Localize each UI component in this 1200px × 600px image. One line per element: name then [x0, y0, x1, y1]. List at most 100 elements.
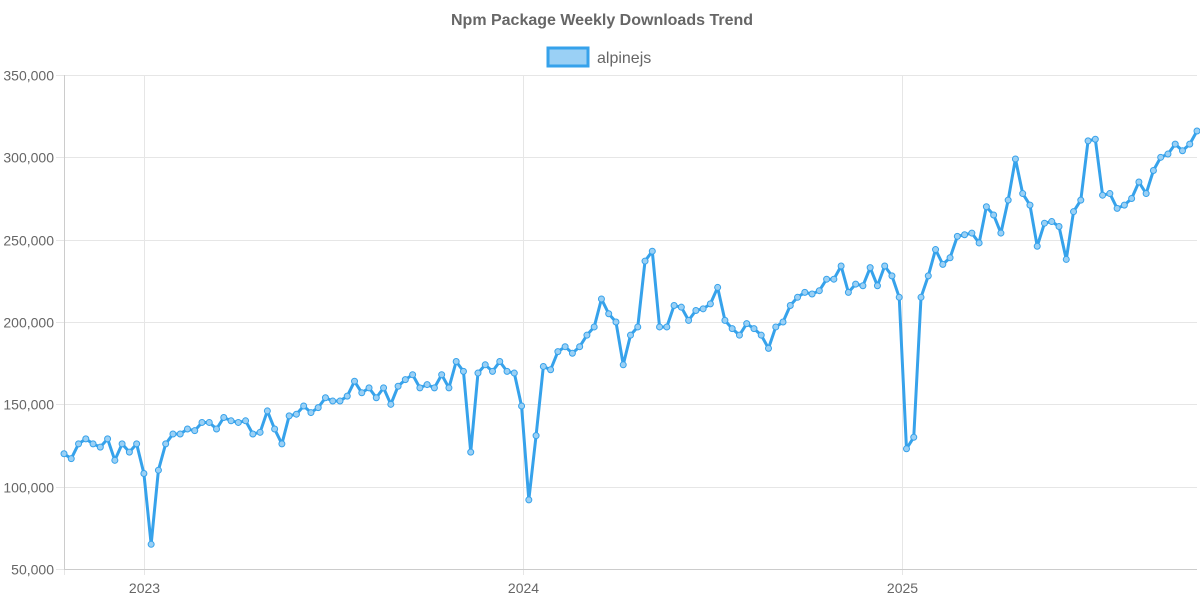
data-point[interactable] [605, 310, 613, 318]
data-point[interactable] [118, 440, 126, 448]
data-point[interactable] [1070, 208, 1078, 216]
data-point[interactable] [1004, 196, 1012, 204]
data-point[interactable] [249, 430, 257, 438]
data-point[interactable] [728, 325, 736, 333]
data-point[interactable] [910, 433, 918, 441]
data-point[interactable] [895, 293, 903, 301]
data-point[interactable] [60, 450, 68, 458]
data-point[interactable] [111, 456, 119, 464]
data-point[interactable] [518, 402, 526, 410]
data-point[interactable] [801, 288, 809, 296]
data-point[interactable] [1062, 255, 1070, 263]
data-point[interactable] [1113, 204, 1121, 212]
data-point[interactable] [205, 418, 213, 426]
data-point[interactable] [699, 305, 707, 313]
data-point[interactable] [953, 232, 961, 240]
data-point[interactable] [873, 282, 881, 290]
data-point[interactable] [830, 275, 838, 283]
data-point[interactable] [358, 389, 366, 397]
data-point[interactable] [794, 293, 802, 301]
data-point[interactable] [263, 407, 271, 415]
data-point[interactable] [764, 344, 772, 352]
data-point[interactable] [1186, 140, 1194, 148]
data-point[interactable] [815, 287, 823, 295]
data-point[interactable] [307, 409, 315, 417]
data-point[interactable] [532, 432, 540, 440]
data-point[interactable] [1084, 137, 1092, 145]
data-point[interactable] [641, 257, 649, 265]
data-point[interactable] [162, 440, 170, 448]
data-point[interactable] [750, 325, 758, 333]
data-point[interactable] [866, 264, 874, 272]
data-point[interactable] [104, 435, 112, 443]
data-point[interactable] [612, 318, 620, 326]
data-point[interactable] [968, 229, 976, 237]
data-point[interactable] [656, 323, 664, 331]
data-point[interactable] [1193, 127, 1200, 135]
data-point[interactable] [714, 283, 722, 291]
data-point[interactable] [438, 371, 446, 379]
data-point[interactable] [1149, 167, 1157, 175]
data-point[interactable] [982, 203, 990, 211]
data-point[interactable] [634, 323, 642, 331]
data-point[interactable] [590, 323, 598, 331]
data-point[interactable] [198, 418, 206, 426]
data-point[interactable] [1099, 191, 1107, 199]
data-point[interactable] [539, 362, 547, 370]
data-point[interactable] [939, 260, 947, 268]
data-point[interactable] [380, 384, 388, 392]
data-point[interactable] [1178, 147, 1186, 155]
data-point[interactable] [547, 366, 555, 374]
data-point[interactable] [133, 440, 141, 448]
data-point[interactable] [82, 435, 90, 443]
data-point[interactable] [89, 440, 97, 448]
data-point[interactable] [1106, 190, 1114, 198]
data-point[interactable] [96, 443, 104, 451]
data-point[interactable] [975, 239, 983, 247]
data-point[interactable] [808, 290, 816, 298]
data-point[interactable] [961, 231, 969, 239]
data-point[interactable] [779, 318, 787, 326]
data-point[interactable] [1077, 196, 1085, 204]
data-point[interactable] [213, 425, 221, 433]
data-point[interactable] [663, 323, 671, 331]
data-point[interactable] [1040, 219, 1048, 227]
data-point[interactable] [924, 272, 932, 280]
data-point[interactable] [147, 540, 155, 548]
data-point[interactable] [772, 323, 780, 331]
data-point[interactable] [706, 300, 714, 308]
data-point[interactable] [394, 382, 402, 390]
data-point[interactable] [568, 349, 576, 357]
data-point[interactable] [445, 384, 453, 392]
data-point[interactable] [859, 282, 867, 290]
data-point[interactable] [648, 247, 656, 255]
data-point[interactable] [125, 448, 133, 456]
data-point[interactable] [503, 367, 511, 375]
data-point[interactable] [743, 320, 751, 328]
data-point[interactable] [1128, 195, 1136, 202]
data-point[interactable] [1026, 201, 1034, 209]
data-point[interactable] [1011, 155, 1019, 163]
data-point[interactable] [292, 410, 300, 418]
data-point[interactable] [583, 331, 591, 339]
data-point[interactable] [285, 412, 293, 420]
data-point[interactable] [256, 428, 264, 436]
data-point[interactable] [459, 367, 467, 375]
data-point[interactable] [692, 306, 700, 314]
data-point[interactable] [1019, 190, 1027, 198]
data-point[interactable] [452, 358, 460, 366]
data-point[interactable] [401, 376, 409, 384]
data-point[interactable] [154, 466, 162, 474]
data-point[interactable] [670, 302, 678, 310]
data-point[interactable] [1048, 218, 1056, 226]
data-point[interactable] [1142, 190, 1150, 198]
data-point[interactable] [1171, 140, 1179, 148]
data-point[interactable] [336, 397, 344, 405]
data-point[interactable] [430, 384, 438, 392]
data-point[interactable] [234, 418, 242, 426]
legend[interactable]: alpinejs [546, 46, 651, 68]
data-point[interactable] [416, 384, 424, 392]
data-point[interactable] [1091, 135, 1099, 143]
data-point[interactable] [525, 496, 533, 504]
data-point[interactable] [343, 392, 351, 400]
